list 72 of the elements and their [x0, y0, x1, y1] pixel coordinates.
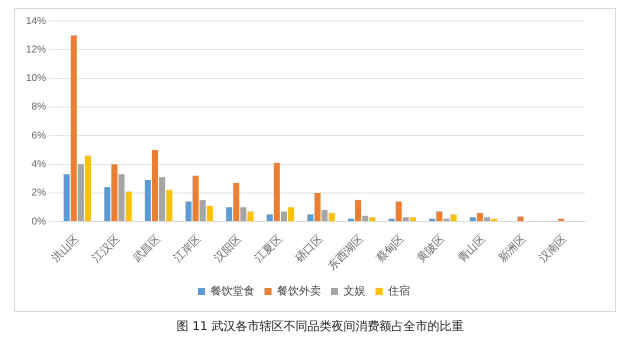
x-tick-label: 武昌区	[130, 232, 163, 265]
x-tick-label: 江汉区	[90, 233, 122, 265]
bar	[64, 174, 70, 222]
bar	[240, 207, 246, 222]
caption: 图 11 武汉各市辖区不同品类夜间消费额占全市的比重	[176, 318, 464, 335]
bar	[322, 210, 328, 222]
x-tick-label: 蔡甸区	[374, 232, 406, 265]
bar	[328, 212, 335, 222]
bar	[476, 212, 483, 222]
bar	[84, 156, 92, 222]
bar	[355, 200, 362, 222]
bar	[429, 218, 436, 222]
bar	[233, 182, 240, 222]
bar	[159, 177, 166, 222]
bar	[166, 190, 172, 222]
bar	[247, 212, 254, 222]
bar	[388, 218, 395, 222]
bar	[266, 214, 273, 222]
x-tick-label: 洪山区	[49, 232, 82, 265]
x-tick-label: 新洲区	[496, 232, 528, 265]
bar	[348, 218, 354, 222]
x-tick-label: 汉阳区	[212, 233, 244, 265]
bar	[470, 217, 476, 222]
x-tick-label: 青山区	[455, 232, 488, 265]
bar	[396, 202, 402, 222]
bar	[450, 214, 457, 222]
bar	[491, 218, 498, 222]
y-tick-label: 0%	[32, 216, 46, 228]
bar	[274, 162, 280, 222]
legend-label: 住宿	[388, 284, 410, 298]
y-tick-label: 12%	[26, 44, 46, 56]
bar	[436, 212, 442, 222]
bar	[126, 191, 132, 222]
x-tick-label: 硚口区	[292, 233, 326, 266]
x-tick-label: 黄陂区	[414, 232, 448, 265]
y-tick-label: 10%	[26, 73, 46, 84]
bar	[226, 207, 232, 222]
bar	[78, 164, 84, 222]
bar	[362, 216, 368, 222]
bar	[104, 187, 110, 222]
bar	[558, 218, 564, 222]
bar	[307, 214, 314, 222]
bar	[484, 217, 490, 222]
bar	[111, 164, 118, 222]
x-tick-label: 江夏区	[252, 233, 285, 265]
bar	[443, 218, 450, 222]
legend-label: 餐饮外卖	[277, 284, 321, 298]
bar	[118, 174, 125, 222]
x-tick-label: 东西湖区	[326, 232, 366, 273]
bar	[280, 212, 287, 222]
x-tick-label: 江岸区	[170, 232, 204, 265]
legend-label: 餐饮堂食	[210, 284, 254, 298]
bar	[144, 180, 151, 222]
bar	[70, 35, 77, 222]
y-tick-label: 2%	[32, 188, 46, 199]
bar	[314, 192, 320, 222]
y-tick-label: 14%	[26, 16, 46, 27]
bar	[185, 202, 192, 222]
bar	[200, 200, 206, 222]
bar	[152, 150, 158, 222]
bar	[402, 217, 409, 222]
y-tick-label: 8%	[32, 102, 46, 113]
y-tick-label: 4%	[32, 159, 46, 170]
bar	[288, 207, 294, 222]
y-tick-label: 6%	[32, 130, 46, 142]
bar	[518, 216, 524, 222]
bar	[206, 206, 213, 222]
x-tick-label: 汉南区	[536, 232, 569, 265]
legend-label: 文娱	[344, 284, 366, 298]
bar	[410, 217, 416, 222]
bar	[369, 217, 376, 222]
bar	[192, 176, 199, 222]
